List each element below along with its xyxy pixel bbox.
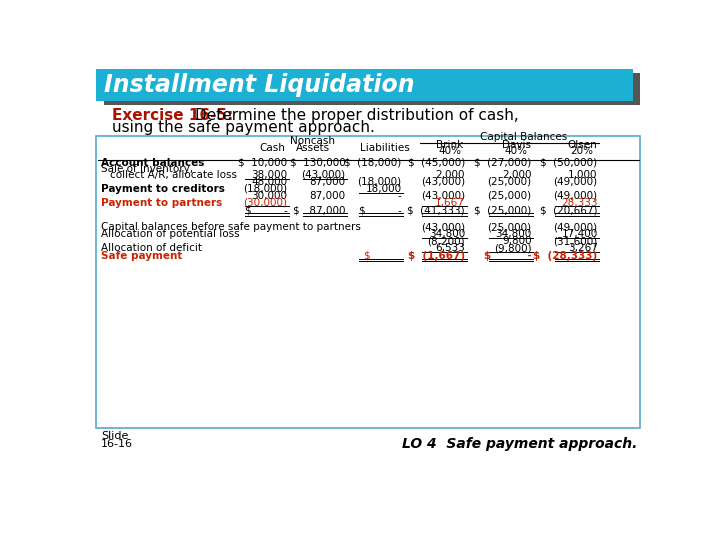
Text: 1,000: 1,000 [568, 170, 598, 180]
Text: Davis: Davis [502, 139, 531, 150]
Text: 17,400: 17,400 [562, 229, 598, 239]
Text: $  (45,000): $ (45,000) [408, 158, 465, 167]
Text: 40%: 40% [505, 146, 528, 156]
Text: 40%: 40% [438, 146, 461, 156]
Text: $  (41,333): $ (41,333) [408, 205, 465, 215]
Text: Capital balances before safe payment to partners: Capital balances before safe payment to … [101, 222, 361, 232]
Text: 30,000: 30,000 [251, 191, 287, 201]
Text: Sale of inventory,: Sale of inventory, [101, 164, 193, 174]
Text: $  (20,667): $ (20,667) [540, 205, 598, 215]
FancyBboxPatch shape [96, 69, 632, 101]
Text: (43,000): (43,000) [421, 191, 465, 201]
Text: (9,800): (9,800) [494, 243, 532, 253]
Text: $: $ [363, 251, 369, 261]
Text: 18,000: 18,000 [366, 184, 402, 194]
Text: 1,667: 1,667 [435, 198, 465, 207]
Text: Safe payment: Safe payment [101, 251, 182, 261]
Text: Payment to creditors: Payment to creditors [101, 184, 225, 194]
Text: $  (50,000): $ (50,000) [541, 158, 598, 167]
Text: Noncash: Noncash [290, 137, 336, 146]
Text: (43,000): (43,000) [302, 170, 346, 180]
Text: $  130,000: $ 130,000 [290, 158, 346, 167]
Text: Capital Balances: Capital Balances [480, 132, 567, 142]
Text: Olsen: Olsen [567, 139, 597, 150]
Text: (30,000): (30,000) [243, 198, 287, 207]
Text: (49,000): (49,000) [554, 222, 598, 232]
Text: Installment Liquidation: Installment Liquidation [104, 73, 415, 97]
Text: (25,000): (25,000) [487, 177, 532, 187]
Text: Account balances: Account balances [101, 158, 204, 167]
Text: $   87,000: $ 87,000 [293, 205, 346, 215]
Text: $  (27,000): $ (27,000) [474, 158, 532, 167]
Text: 2,000: 2,000 [436, 170, 465, 180]
Text: LO 4  Safe payment approach.: LO 4 Safe payment approach. [402, 437, 637, 451]
Text: 87,000: 87,000 [310, 191, 346, 201]
Text: 87,000: 87,000 [310, 177, 346, 187]
Text: collect A/R, allocate loss: collect A/R, allocate loss [110, 170, 237, 180]
Text: (25,000): (25,000) [487, 191, 532, 201]
Text: (49,000): (49,000) [554, 191, 598, 201]
Text: 20%: 20% [571, 146, 593, 156]
Text: (31,600): (31,600) [554, 236, 598, 246]
Text: Assets: Assets [296, 143, 330, 153]
Text: 2,000: 2,000 [503, 170, 532, 180]
FancyBboxPatch shape [104, 72, 640, 105]
Text: $          -: $ - [359, 205, 402, 215]
Text: $  (28,333): $ (28,333) [534, 251, 598, 261]
Text: 48,000: 48,000 [251, 177, 287, 187]
Text: Payment to partners: Payment to partners [101, 198, 222, 207]
Text: Brink: Brink [436, 139, 463, 150]
Text: -: - [397, 191, 402, 201]
Text: (43,000): (43,000) [421, 222, 465, 232]
Text: Determine the proper distribution of cash,: Determine the proper distribution of cas… [194, 108, 518, 123]
Text: Exercise 16-5:: Exercise 16-5: [112, 108, 233, 123]
Text: 6,533: 6,533 [435, 243, 465, 253]
Text: $  (18,000): $ (18,000) [344, 158, 402, 167]
Text: Allocation of potential loss: Allocation of potential loss [101, 229, 240, 239]
Text: using the safe payment approach.: using the safe payment approach. [112, 120, 374, 136]
Text: $  (1,667): $ (1,667) [408, 251, 465, 261]
Bar [96, 137, 640, 428]
Text: (8,200): (8,200) [428, 236, 465, 246]
Text: $  10,000: $ 10,000 [238, 158, 287, 167]
Text: Liabilities: Liabilities [359, 143, 410, 153]
Text: 3,267: 3,267 [568, 243, 598, 253]
Text: (43,000): (43,000) [421, 177, 465, 187]
Text: Allocation of deficit: Allocation of deficit [101, 243, 202, 253]
Text: $          -: $ - [245, 205, 287, 215]
Text: $          -: $ - [484, 251, 532, 261]
Text: 28,333: 28,333 [561, 198, 598, 207]
Text: (49,000): (49,000) [554, 177, 598, 187]
Text: 38,000: 38,000 [251, 170, 287, 180]
Text: $  (25,000): $ (25,000) [474, 205, 532, 215]
Text: Cash: Cash [259, 143, 285, 153]
Text: 16-16: 16-16 [101, 438, 133, 449]
Text: (18,000): (18,000) [243, 184, 287, 194]
Text: 9,800: 9,800 [502, 236, 532, 246]
Text: 34,800: 34,800 [429, 229, 465, 239]
Text: (18,000): (18,000) [357, 177, 402, 187]
Text: Slide: Slide [101, 431, 128, 441]
Text: (25,000): (25,000) [487, 222, 532, 232]
Text: 34,800: 34,800 [495, 229, 532, 239]
